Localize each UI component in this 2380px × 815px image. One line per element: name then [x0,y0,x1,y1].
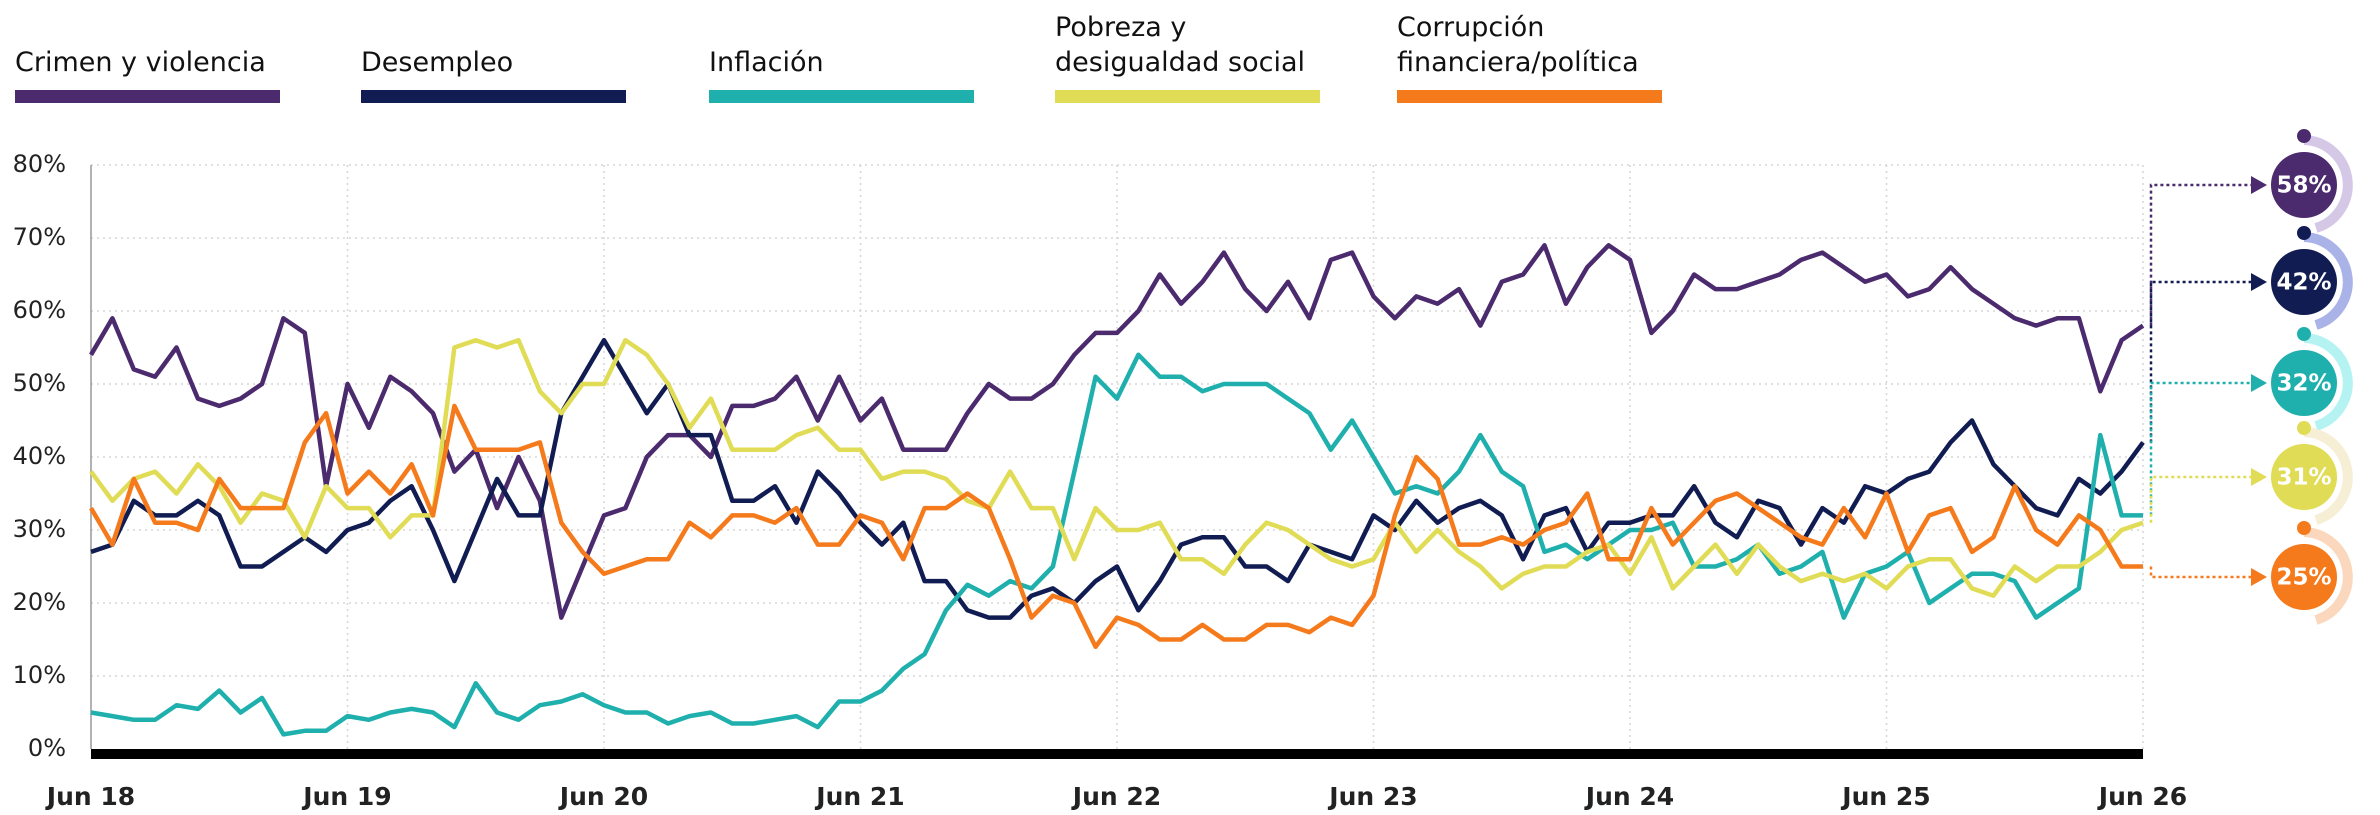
legend-item: Pobreza y desigualdad social [1055,0,1330,110]
y-tick-label: 70% [13,223,66,251]
y-tick-label: 50% [13,369,66,397]
arrow-head [2251,176,2267,194]
legend-label: Pobreza y desigualdad social [1055,12,1306,78]
end-marker [2271,249,2337,315]
halo-dot [2297,327,2311,341]
y-tick-label: 80% [13,150,66,178]
end-label: 25% [2276,565,2331,591]
x-tick-label: Jun 18 [45,782,135,811]
legend-label: Crimen y violencia [15,47,266,78]
y-tick-label: 40% [13,442,66,470]
legend-swatch [15,90,280,103]
legend-item: Inflación [709,0,984,110]
halo-arc [2303,232,2353,330]
series-line [90,337,2145,620]
end-marker [2271,350,2337,416]
x-tick-label: Jun 26 [2097,782,2187,811]
legend-swatch [709,90,974,103]
legend-swatch [1397,90,1662,103]
connector [2149,566,2253,579]
connector [2149,475,2253,523]
legend-item: Crimen y violencia [15,0,290,110]
arrow-head [2251,468,2267,486]
legend-swatch [1055,90,1320,103]
x-tick-label: Jun 19 [301,782,391,811]
y-tick-label: 10% [13,661,66,689]
end-label: 31% [2276,465,2331,491]
y-tick-label: 20% [13,588,66,616]
x-tick-label: Jun 25 [1840,782,1930,811]
end-label: 32% [2276,371,2331,397]
series-line [90,352,2143,737]
arrow-head [2251,374,2267,392]
connector [2149,381,2253,516]
x-axis [91,749,2143,759]
series-line [89,337,2144,598]
end-marker [2271,152,2337,218]
y-tick-label: 30% [13,515,66,543]
x-tick-label: Jun 24 [1584,782,1674,811]
y-tick-label: 0% [28,734,66,762]
halo-arc [2303,427,2353,525]
arrow-head [2251,273,2267,291]
x-tick-label: Jun 22 [1071,782,1161,811]
series-line [89,403,2143,650]
legend-item: Desempleo [361,0,636,110]
end-marker [2271,444,2337,510]
halo-arc [2303,527,2353,625]
legend-swatch [361,90,626,103]
x-tick-label: Jun 23 [1327,782,1417,811]
halo-arc [2303,333,2353,431]
arrow-head [2251,568,2267,586]
x-tick-label: Jun 21 [814,782,904,811]
halo-arc [2303,135,2353,233]
legend-label: Corrupción financiera/política [1397,12,1639,78]
connector [2149,183,2253,326]
halo-dot [2297,421,2311,435]
x-tick-label: Jun 20 [558,782,648,811]
halo-dot [2297,129,2311,143]
legend-label: Desempleo [361,47,514,78]
legend-label: Inflación [709,47,824,78]
connector [2149,280,2253,443]
series-line [89,243,2145,620]
end-label: 42% [2276,270,2331,296]
halo-dot [2297,226,2311,240]
end-marker [2271,544,2337,610]
halo-dot [2297,521,2311,535]
end-label: 58% [2276,173,2331,199]
y-tick-label: 60% [13,296,66,324]
legend-item: Corrupción financiera/política [1397,0,1672,110]
